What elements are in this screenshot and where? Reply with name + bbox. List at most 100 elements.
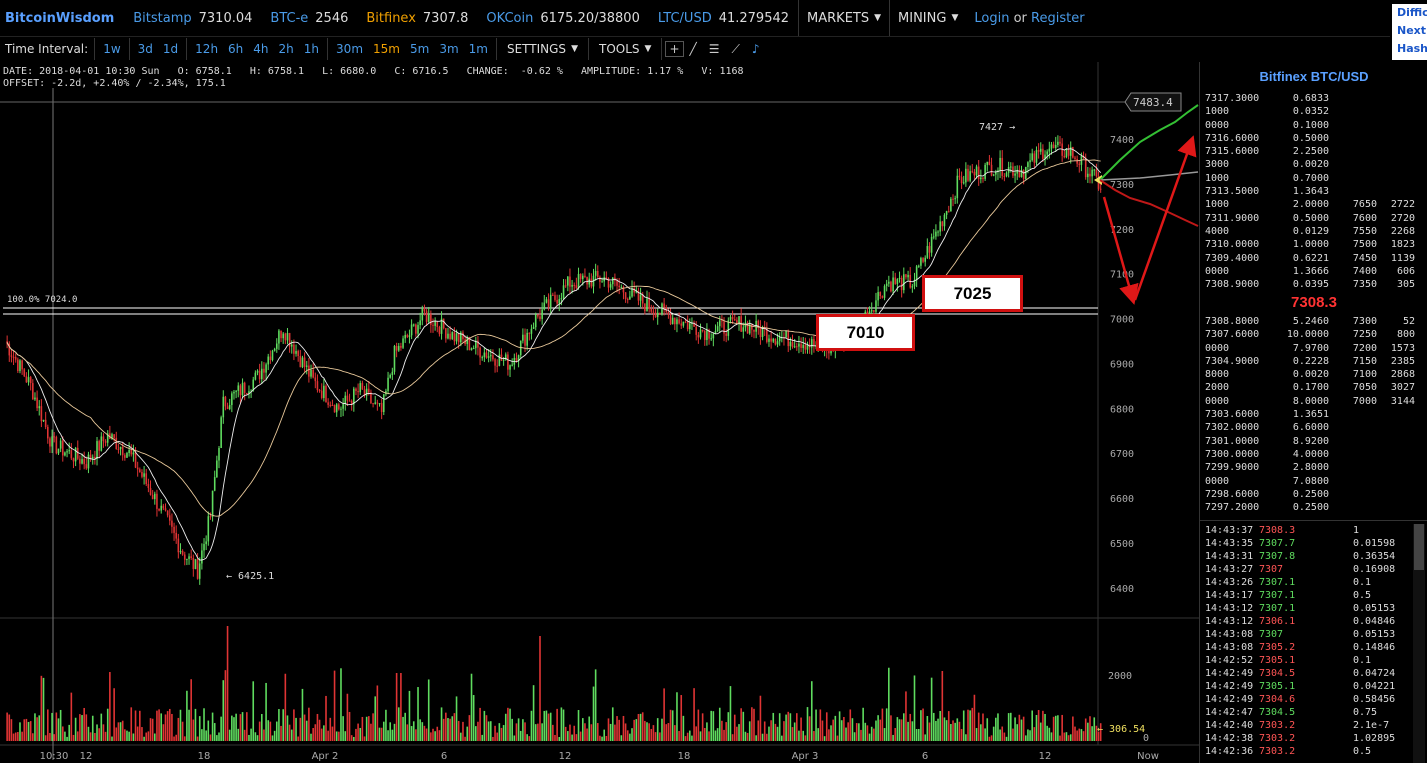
brand-logo[interactable]: BitcoinWisdom	[5, 10, 115, 26]
volume-bar	[363, 736, 366, 741]
volume-bar	[453, 713, 456, 741]
login-link[interactable]: Login	[974, 10, 1010, 26]
volume-bar	[1093, 717, 1096, 741]
candle-body	[965, 168, 967, 183]
volume-bar	[464, 736, 466, 741]
volume-bar	[768, 726, 770, 741]
candle-body	[772, 338, 775, 342]
volume-bar	[885, 708, 888, 741]
candle-body	[8, 343, 11, 356]
volume-bar	[87, 726, 90, 741]
market-ticker[interactable]: BTC-e 2546	[261, 0, 357, 36]
candle-body	[361, 383, 364, 390]
interval-30m[interactable]: 30m	[336, 42, 364, 56]
trade-row: 14:42:40 7303.2 2.1e-7	[1205, 719, 1410, 732]
candle-body	[995, 171, 997, 175]
interval-1m[interactable]: 1m	[468, 42, 488, 56]
price-cell: 0000	[1205, 119, 1230, 131]
price-cell: 8000	[1205, 369, 1230, 381]
candle-body	[21, 360, 23, 370]
interval-1h[interactable]: 1h	[303, 42, 320, 56]
price-chart[interactable]: 7400 7300 7200 7100 7000 6900 6800 6700 6600 6500…	[0, 0, 1199, 763]
market-ticker[interactable]: Bitstamp 7310.04	[124, 0, 261, 36]
trade-row: 14:42:49 7305.1 0.04221	[1205, 680, 1410, 693]
volume-bar	[36, 717, 38, 741]
volume-bar	[943, 717, 946, 741]
volume-bar	[1037, 710, 1040, 741]
candle-body	[466, 337, 469, 345]
register-link[interactable]: Register	[1031, 10, 1085, 26]
candle-body	[1061, 143, 1063, 156]
volume-bar	[468, 715, 471, 741]
volume-bar	[1074, 726, 1076, 741]
scroll-thumb[interactable]	[1414, 524, 1424, 570]
candle-body	[1016, 169, 1019, 174]
volume-bar	[802, 730, 805, 741]
volume-bar	[14, 732, 17, 741]
volume-bar	[438, 730, 441, 741]
interval-2h[interactable]: 2h	[278, 42, 294, 56]
volume-bar	[440, 707, 443, 741]
depth-price-cell	[1329, 132, 1377, 145]
candle-body	[404, 334, 406, 339]
interval-3m[interactable]: 3m	[439, 42, 459, 56]
difficulty-widget[interactable]: Diffic Next: Hash	[1392, 4, 1427, 60]
tools-menu[interactable]: TOOLS ▼	[587, 38, 661, 60]
settings-menu[interactable]: SETTINGS ▼	[495, 38, 588, 60]
interval-3d[interactable]: 3d	[137, 42, 153, 56]
candle-body	[622, 286, 625, 293]
candle-body	[1093, 169, 1096, 171]
volume-bar	[179, 709, 182, 741]
volume-tick-label: 0	[1143, 733, 1149, 744]
depth-price-cell	[1329, 119, 1377, 132]
candle-body	[932, 236, 935, 238]
amount-cell: 0.0129	[1292, 225, 1329, 237]
markets-menu[interactable]: MARKETS ▼	[798, 0, 889, 36]
volume-bar	[190, 679, 192, 741]
fib-lines-icon[interactable]: ☰	[708, 42, 720, 56]
volume-bar	[879, 719, 882, 741]
candle-body	[51, 436, 53, 447]
interval-12h[interactable]: 12h	[195, 42, 219, 56]
candle-body	[532, 327, 535, 329]
volume-bar	[736, 726, 738, 741]
candle-body	[36, 397, 38, 409]
market-ticker[interactable]: LTC/USD 41.279542	[649, 0, 798, 36]
volume-bar	[79, 714, 81, 741]
crosshair-icon[interactable]: +	[665, 41, 684, 57]
trade-row: 14:43:35 7307.7 0.01598	[1205, 537, 1410, 550]
candle-body	[196, 559, 199, 579]
bid-list: 7308.8000 5.2460 7300 52 7307.6000 10.0000 725…	[1205, 315, 1423, 514]
volume-bar	[395, 673, 398, 741]
trades-scrollbar[interactable]	[1413, 524, 1425, 763]
candle-body	[663, 303, 665, 308]
interval-5m[interactable]: 5m	[409, 42, 430, 56]
candle-body	[224, 396, 227, 407]
candle-body	[748, 324, 751, 334]
draw-tool-icon[interactable]: ⟋	[731, 41, 740, 56]
interval-1d[interactable]: 1d	[162, 42, 179, 56]
candle-body	[27, 377, 30, 383]
candle-body	[588, 278, 591, 285]
candle-body	[534, 314, 537, 328]
orderbook-row: 4000 0.0129 7550 2268	[1205, 225, 1423, 238]
line-tool-icon[interactable]: ╱	[689, 42, 697, 56]
volume-bar	[772, 712, 775, 741]
interval-6h[interactable]: 6h	[228, 42, 244, 56]
market-price: 6175.20/38800	[540, 10, 640, 26]
market-ticker[interactable]: Bitfinex 7307.8	[357, 0, 477, 36]
market-ticker[interactable]: OKCoin 6175.20/38800	[477, 0, 648, 36]
candle-body	[440, 318, 443, 334]
volume-bar	[793, 722, 796, 741]
volume-bar	[109, 672, 111, 741]
candle-body	[42, 419, 45, 422]
volume-bar	[950, 724, 952, 741]
interval-4h[interactable]: 4h	[253, 42, 269, 56]
volume-bar	[231, 715, 233, 741]
interval-1w[interactable]: 1w	[103, 42, 121, 56]
mining-menu[interactable]: MINING ▼	[889, 0, 966, 36]
interval-15m[interactable]: 15m	[373, 42, 400, 56]
volume-bar	[646, 722, 648, 741]
alarm-bell-icon[interactable]: ♪	[751, 42, 760, 56]
candle-body	[738, 316, 740, 323]
